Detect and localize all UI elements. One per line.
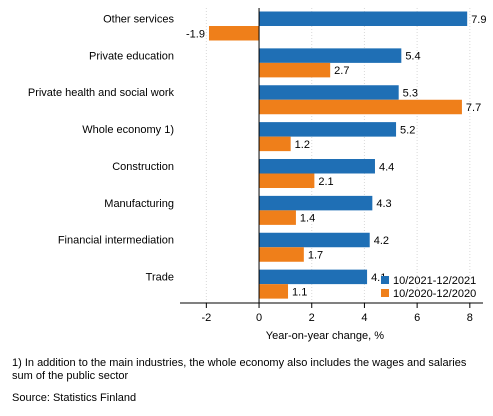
category-label: Manufacturing — [104, 198, 174, 210]
bar — [259, 99, 462, 115]
bar — [259, 136, 291, 152]
bar — [259, 247, 304, 262]
bar — [208, 26, 260, 41]
bar — [259, 122, 397, 137]
category-label: Private education — [89, 50, 174, 62]
category-label: Trade — [146, 272, 174, 284]
data-label: 2.7 — [334, 65, 349, 77]
bar — [259, 85, 399, 100]
category-label: Private health and social work — [28, 87, 175, 99]
x-tick-label: 8 — [467, 312, 473, 324]
data-label: 5.2 — [400, 124, 415, 136]
bar — [259, 159, 375, 174]
bar — [259, 269, 368, 285]
bar — [259, 210, 296, 225]
data-label: 4.3 — [376, 198, 391, 210]
category-label: Financial intermediation — [58, 235, 174, 247]
category-labels: Other services Private education Private h… — [28, 13, 175, 283]
x-axis: -2 0 2 4 6 8 — [180, 8, 483, 324]
x-tick-label: 6 — [414, 312, 420, 324]
bar-chart: 7.9 -1.9 5.4 2.7 5.3 7.7 5.2 1.2 4.4 2.1 4.3 1.4 4.2… — [28, 8, 486, 342]
source-note: Source: Statistics Finland — [12, 392, 137, 404]
x-tick-label: -2 — [201, 312, 211, 324]
value-labels: 7.9 -1.9 5.4 2.7 5.3 7.7 5.2 1.2 4.4 2.1 4.3 1.4 4.2… — [186, 14, 486, 299]
x-tick-label: 4 — [361, 312, 367, 324]
data-label: 1.1 — [292, 286, 307, 298]
data-label: 7.7 — [466, 102, 481, 114]
x-tick-label: 2 — [309, 312, 315, 324]
bar — [259, 48, 402, 63]
legend-swatch — [381, 289, 389, 297]
data-label: 4.4 — [379, 161, 394, 173]
legend-label: 10/2021-12/2021 — [393, 275, 476, 287]
data-label: 5.3 — [403, 88, 418, 100]
footnote: 1) In addition to the main industries, t… — [12, 357, 467, 382]
bar — [259, 11, 468, 26]
data-label: 5.4 — [405, 51, 420, 63]
category-label: Other services — [103, 13, 174, 25]
category-label: Construction — [112, 161, 174, 173]
x-tick-label: 0 — [256, 312, 262, 324]
bar — [259, 195, 373, 211]
bar — [259, 173, 315, 188]
gridlines — [205, 8, 471, 303]
bar — [259, 284, 289, 299]
category-label: Whole economy 1) — [82, 124, 174, 136]
data-label: 1.4 — [300, 213, 315, 225]
data-label: 7.9 — [471, 14, 486, 26]
data-label: 1.2 — [295, 139, 310, 151]
legend-swatch — [381, 276, 389, 284]
x-axis-label: Year-on-year change, % — [266, 330, 384, 342]
bar — [259, 232, 370, 248]
data-label: 1.7 — [308, 250, 323, 262]
bar — [259, 62, 331, 78]
legend-label: 10/2020-12/2020 — [393, 288, 476, 300]
data-label: -1.9 — [186, 28, 205, 40]
bars — [208, 11, 468, 299]
data-label: 2.1 — [318, 176, 333, 188]
data-label: 4.2 — [374, 235, 389, 247]
